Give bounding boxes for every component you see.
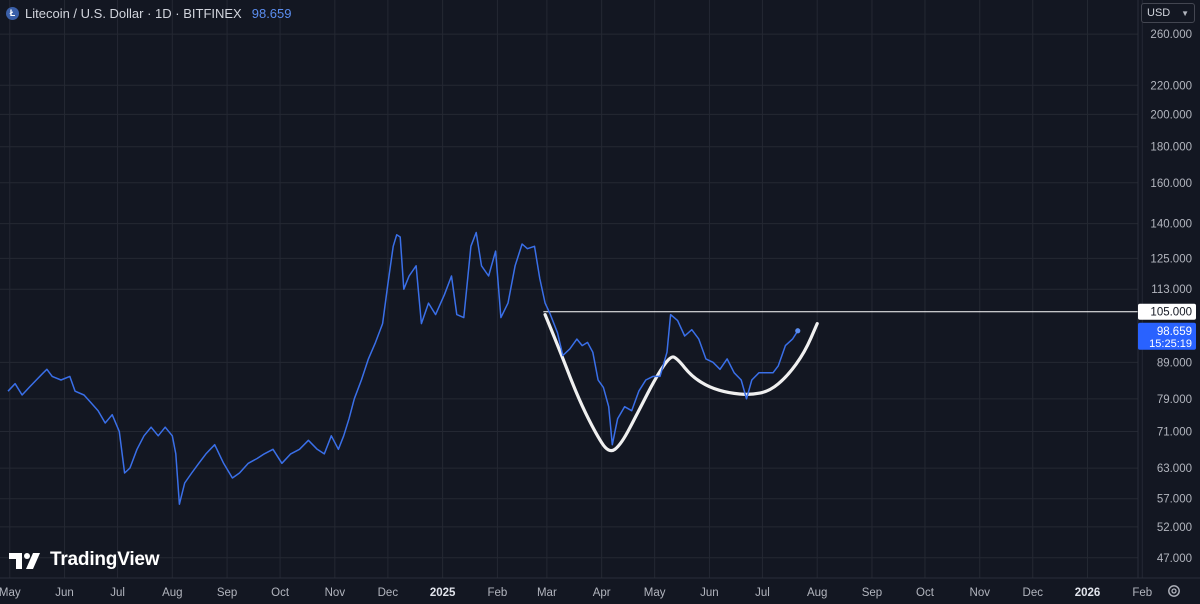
currency-label: USD: [1147, 7, 1171, 19]
cup-and-handle-drawing: [543, 313, 819, 453]
time-axis-tick-label: Dec: [378, 587, 399, 599]
chart-settings-button[interactable]: [1165, 582, 1183, 600]
last-price-marker: [795, 328, 801, 334]
chart-grid: [0, 0, 1143, 578]
time-axis-tick-label: Oct: [271, 587, 290, 599]
price-axis-tick-label: 125.000: [1150, 253, 1192, 265]
price-axis-tick-label: 79.000: [1157, 394, 1192, 406]
time-axis-tick-label: Nov: [970, 587, 991, 599]
price-axis-tick-label: 113.000: [1151, 284, 1192, 296]
tradingview-logo[interactable]: TradingView: [9, 548, 160, 572]
svg-text:105.000: 105.000: [1150, 307, 1192, 319]
time-axis-tick-label: Jun: [700, 587, 719, 599]
tradingview-logo-text: TradingView: [50, 549, 160, 570]
time-axis-tick-label: Apr: [593, 587, 611, 599]
time-axis-tick-label: Dec: [1023, 587, 1044, 599]
symbol-legend[interactable]: Ł Litecoin / U.S. Dollar · 1D · BITFINEX…: [6, 4, 292, 22]
current-price-value: 98.659: [1157, 326, 1192, 338]
time-axis-tick-label: Jul: [110, 587, 125, 599]
current-price-label: 98.659 15:25:19: [1138, 322, 1196, 350]
price-axis-tick-label: 140.000: [1150, 219, 1192, 231]
price-axis-tick-label: 89.000: [1157, 357, 1192, 369]
time-axis-tick-label: Mar: [537, 587, 557, 599]
price-line: [7, 231, 799, 505]
time-axis-tick-label: May: [0, 587, 21, 599]
drawing-layer[interactable]: [543, 311, 1138, 453]
price-axis-tick-label: 200.000: [1150, 109, 1192, 121]
price-axis-tick-label: 260.000: [1150, 29, 1192, 41]
price-axis-tick-label: 57.000: [1157, 494, 1192, 506]
time-axis-tick-label: Jul: [755, 587, 770, 599]
price-series: [7, 231, 801, 505]
price-axis-tick-label: 160.000: [1150, 178, 1192, 190]
time-axis-tick-label: May: [644, 587, 666, 599]
price-axis-tick-label: 220.000: [1150, 80, 1192, 92]
price-axis-tick-label: 71.000: [1157, 427, 1192, 439]
time-axis-tick-label: Feb: [487, 587, 507, 599]
time-axis-tick-label: Nov: [325, 587, 346, 599]
horizontal-line-price-label: 105.000: [1138, 303, 1196, 320]
time-axis-tick-label: Sep: [217, 587, 237, 599]
litecoin-icon: Ł: [6, 6, 19, 20]
time-axis-tick-label: Feb: [1132, 587, 1152, 599]
time-axis-tick-label: Jun: [55, 587, 74, 599]
tradingview-logo-icon: [9, 553, 40, 569]
time-axis-tick-label: Oct: [916, 587, 935, 599]
time-axis-tick-label: 2026: [1075, 587, 1101, 599]
chevron-down-icon: ▼: [1181, 8, 1189, 18]
price-axis-tick-label: 47.000: [1157, 553, 1192, 565]
last-price: 98.659: [251, 5, 292, 21]
time-axis-tick-label: 2025: [430, 587, 456, 599]
price-axis[interactable]: 260.000 220.000 200.000 180.000 160.000 140.0…: [1150, 29, 1192, 565]
symbol-title[interactable]: Litecoin / U.S. Dollar · 1D · BITFINEX: [25, 5, 242, 21]
time-axis-tick-label: Aug: [807, 587, 827, 599]
time-axis-tick-label: Sep: [862, 587, 882, 599]
price-axis-tick-label: 63.000: [1157, 463, 1192, 475]
currency-selector[interactable]: USD ▼: [1141, 3, 1195, 23]
bar-countdown: 15:25:19: [1149, 338, 1192, 350]
time-axis-tick-label: Aug: [162, 587, 182, 599]
gear-icon: [1168, 585, 1180, 597]
price-axis-tick-label: 52.000: [1157, 522, 1192, 534]
price-axis-tick-label: 180.000: [1150, 142, 1192, 154]
time-axis[interactable]: May Jun Jul Aug Sep Oct Nov Dec 2025 Feb Mar Apr May…: [0, 587, 1152, 599]
